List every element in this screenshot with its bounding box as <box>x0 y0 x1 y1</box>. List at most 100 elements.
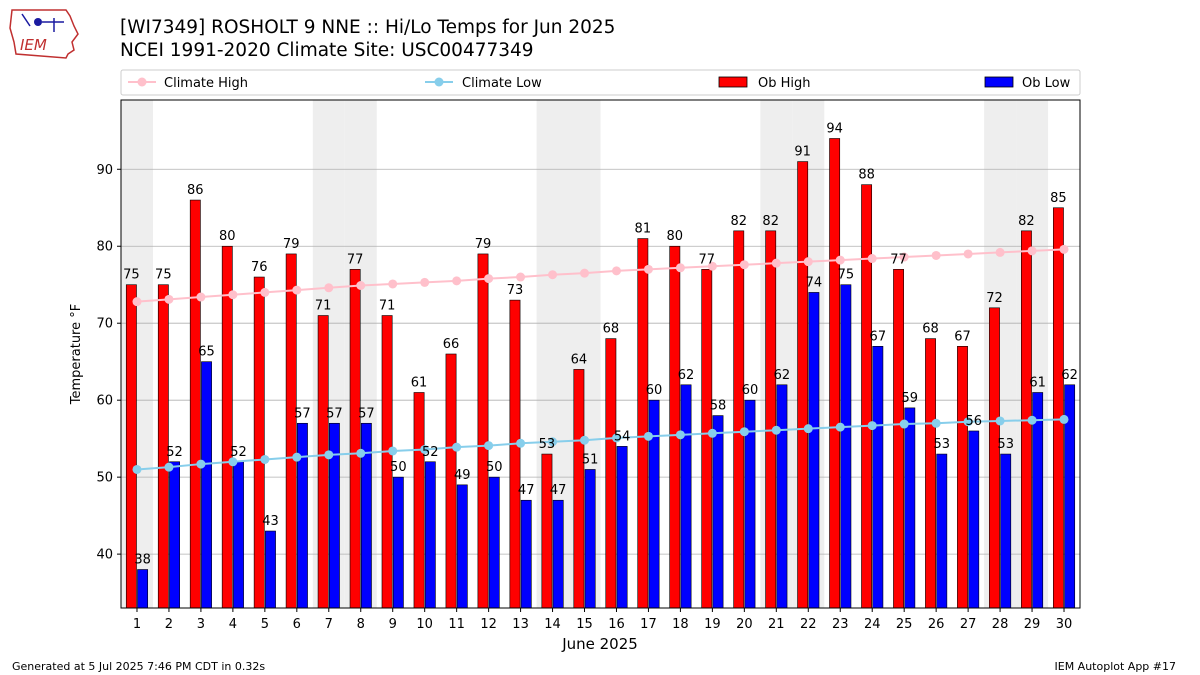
legend: Climate High Climate Low Ob High Ob Low <box>120 69 1081 96</box>
x-tick-label-1: 1 <box>133 617 141 632</box>
ob-high-bar-18 <box>669 245 681 609</box>
ob-low-bar-24 <box>872 346 884 609</box>
x-axis-label: June 2025 <box>561 635 638 653</box>
climate-low-point-8 <box>356 448 366 458</box>
ob-low-bar-3 <box>201 361 212 609</box>
shaded-day-22 <box>792 100 825 608</box>
generated-note: Generated at 5 Jul 2025 7:46 PM CDT in 0… <box>12 660 266 673</box>
ob-high-bar-17 <box>637 238 649 609</box>
ob-low-label-1: 38 <box>134 553 151 568</box>
ob-high-label-26: 68 <box>922 322 939 337</box>
x-tick-label-23: 23 <box>832 617 849 632</box>
x-tick-label-25: 25 <box>896 617 913 632</box>
x-tick-label-8: 8 <box>357 617 365 632</box>
ob-high-label-18: 80 <box>667 229 684 244</box>
climate-high-point-17 <box>643 264 653 274</box>
ob-high-bar-26 <box>925 338 936 609</box>
ob-high-bar-27 <box>957 346 968 609</box>
ob-low-label-21: 62 <box>774 368 791 383</box>
climate-high-point-9 <box>388 279 398 289</box>
climate-lines <box>132 244 1069 474</box>
climate-high-point-27 <box>963 249 973 259</box>
ob-low-bar-26 <box>936 453 948 609</box>
ob-high-label-1: 75 <box>123 268 140 283</box>
climate-low-point-28 <box>995 416 1005 426</box>
ob-low-label-5: 43 <box>262 514 279 529</box>
ob-low-label-16: 54 <box>614 429 631 444</box>
climate-low-point-17 <box>643 431 653 441</box>
ob-low-label-18: 62 <box>678 368 695 383</box>
ob-high-bar-15 <box>573 369 585 609</box>
climate-high-point-20 <box>739 260 749 270</box>
ob-low-label-6: 57 <box>294 406 311 421</box>
ob-low-label-15: 51 <box>582 452 599 467</box>
legend-frame <box>120 69 1081 96</box>
climate-low-point-9 <box>388 446 398 456</box>
ob-low-bar-28 <box>1000 453 1012 609</box>
ob-low-bar-6 <box>297 422 308 609</box>
ob-high-bar-7 <box>317 315 329 609</box>
ob-low-label-13: 47 <box>518 483 535 498</box>
ob-high-bar-30 <box>1052 207 1064 609</box>
ob-high-label-9: 71 <box>379 299 396 314</box>
shaded-day-28 <box>984 100 1017 608</box>
ob-low-label-17: 60 <box>646 383 663 398</box>
x-tick-label-15: 15 <box>576 617 593 632</box>
climate-high-line <box>136 248 1065 303</box>
y-axis-label: Temperature °F <box>69 304 84 405</box>
ob-high-label-29: 82 <box>1018 214 1035 229</box>
climate-low-point-18 <box>675 430 685 440</box>
ob-low-bar-23 <box>840 284 852 609</box>
x-tick-label-18: 18 <box>672 617 689 632</box>
ob-low-label-29: 61 <box>1029 375 1046 390</box>
ob-low-label-30: 62 <box>1061 368 1078 383</box>
ob-high-bar-20 <box>733 230 745 609</box>
x-tick-label-3: 3 <box>197 617 205 632</box>
climate-low-point-19 <box>707 428 717 438</box>
climate-high-point-19 <box>707 261 717 271</box>
ob-high-bar-8 <box>349 269 361 609</box>
climate-low-point-30 <box>1059 414 1069 424</box>
climate-high-point-5 <box>260 287 270 297</box>
legend-ob-low-swatch <box>984 76 1014 88</box>
climate-low-point-15 <box>580 435 590 445</box>
ob-high-bar-19 <box>701 269 713 609</box>
ob-low-label-3: 65 <box>198 345 215 360</box>
x-tick-label-2: 2 <box>165 617 173 632</box>
y-tick-label-80: 80 <box>96 240 113 255</box>
x-tick-label-28: 28 <box>992 617 1009 632</box>
climate-high-point-12 <box>484 274 494 284</box>
climate-low-point-10 <box>420 444 430 454</box>
y-tick-label-60: 60 <box>96 394 113 409</box>
ob-low-label-19: 58 <box>710 399 727 414</box>
ob-low-bar-21 <box>776 384 788 609</box>
x-tick-label-30: 30 <box>1056 617 1073 632</box>
iem-logo: IEM <box>8 6 80 64</box>
ob-high-label-6: 79 <box>283 237 300 252</box>
climate-low-point-5 <box>260 454 270 464</box>
climate-high-point-21 <box>771 258 781 268</box>
climate-high-point-25 <box>899 252 909 262</box>
climate-high-point-7 <box>324 283 334 293</box>
ob-low-bar-22 <box>808 292 820 609</box>
x-tick-label-14: 14 <box>544 617 561 632</box>
ob-high-label-23: 94 <box>826 121 843 136</box>
climate-high-point-22 <box>803 257 813 267</box>
plot-frame <box>120 99 1081 609</box>
climate-low-point-29 <box>1027 415 1037 425</box>
ob-high-label-12: 79 <box>475 237 492 252</box>
climate-low-point-13 <box>516 438 526 448</box>
chart-title: [WI7349] ROSHOLT 9 NNE :: Hi/Lo Temps fo… <box>120 17 616 38</box>
ob-low-bar-18 <box>680 384 692 609</box>
climate-high-point-23 <box>835 255 845 265</box>
ob-high-label-7: 71 <box>315 299 332 314</box>
x-tick-label-11: 11 <box>448 617 465 632</box>
x-tick-label-6: 6 <box>293 617 301 632</box>
shaded-day-7 <box>312 100 345 608</box>
x-tick-label-7: 7 <box>325 617 333 632</box>
ob-high-label-5: 76 <box>251 260 268 275</box>
x-tick-label-29: 29 <box>1024 617 1041 632</box>
y-tick-label-40: 40 <box>96 548 113 563</box>
ob-low-label-10: 52 <box>422 445 439 460</box>
ob-low-label-9: 50 <box>390 460 407 475</box>
